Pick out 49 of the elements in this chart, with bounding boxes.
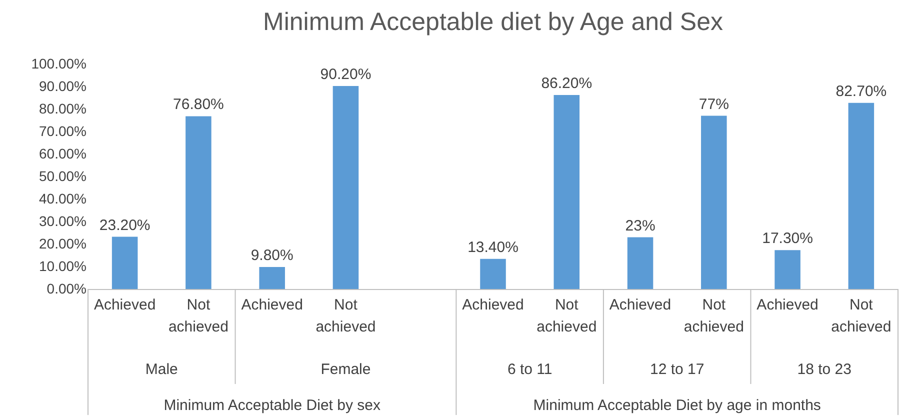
- text: Female: [320, 361, 371, 378]
- bar: [259, 266, 285, 289]
- bar: [554, 95, 580, 289]
- bar: [186, 116, 212, 289]
- bar: [774, 250, 800, 289]
- y-tick-label: 40.00%: [39, 190, 86, 206]
- data-label: 23.20%: [99, 216, 150, 234]
- data-label: 23%: [625, 217, 656, 234]
- y-tick-label: 0.00%: [46, 280, 86, 296]
- data-label: 76.80%: [173, 96, 224, 114]
- y-tick-label: 60.00%: [39, 146, 86, 162]
- text: 6 to 11: [507, 361, 552, 378]
- x-tick-label: Achieved: [609, 296, 672, 314]
- x-tick-label: Achieved: [462, 296, 524, 314]
- data-label: 86.20%: [541, 75, 592, 92]
- data-label: 82.70%: [836, 82, 887, 100]
- bar: [627, 237, 654, 289]
- data-label: 17.30%: [762, 230, 813, 248]
- x-tick-label: Achieved: [94, 296, 156, 314]
- text: Minimum Acceptable Diet by age in months: [533, 397, 821, 414]
- y-tick-label: 50.00%: [39, 168, 86, 184]
- bar: [112, 236, 138, 289]
- y-tick-label: 10.00%: [39, 258, 86, 274]
- y-tick-label: 100.00%: [31, 56, 86, 72]
- bar: [848, 102, 874, 289]
- y-tick-label: 70.00%: [39, 123, 86, 139]
- text: 18 to 23: [797, 361, 852, 378]
- x-tick-label: Not achieved: [684, 296, 744, 336]
- x-tick-label: Not achieved: [831, 296, 892, 336]
- data-label: 77%: [698, 96, 729, 113]
- bar: [480, 258, 506, 289]
- y-tick-label: 80.00%: [39, 100, 86, 116]
- chart-title: Minimum Acceptable diet by Age and Sex: [263, 8, 724, 36]
- x-tick-label: Not achieved: [316, 296, 376, 336]
- x-tick-label: Not achieved: [168, 296, 228, 336]
- x-tick-label: Achieved: [756, 296, 818, 314]
- bar: [332, 86, 359, 289]
- data-label: 9.80%: [250, 246, 294, 264]
- y-tick-label: 20.00%: [39, 236, 86, 252]
- data-label: 13.40%: [468, 238, 518, 256]
- text: 12 to 17: [650, 361, 704, 378]
- text: Minimum Acceptable Diet by sex: [164, 397, 381, 414]
- text: Male: [145, 361, 178, 378]
- y-tick-label: 30.00%: [39, 213, 86, 229]
- data-label: 90.20%: [320, 66, 372, 84]
- x-tick-label: Not achieved: [536, 296, 597, 336]
- x-tick-label: Achieved: [241, 296, 303, 314]
- y-tick-label: 90.00%: [39, 78, 86, 94]
- bar: [701, 116, 727, 289]
